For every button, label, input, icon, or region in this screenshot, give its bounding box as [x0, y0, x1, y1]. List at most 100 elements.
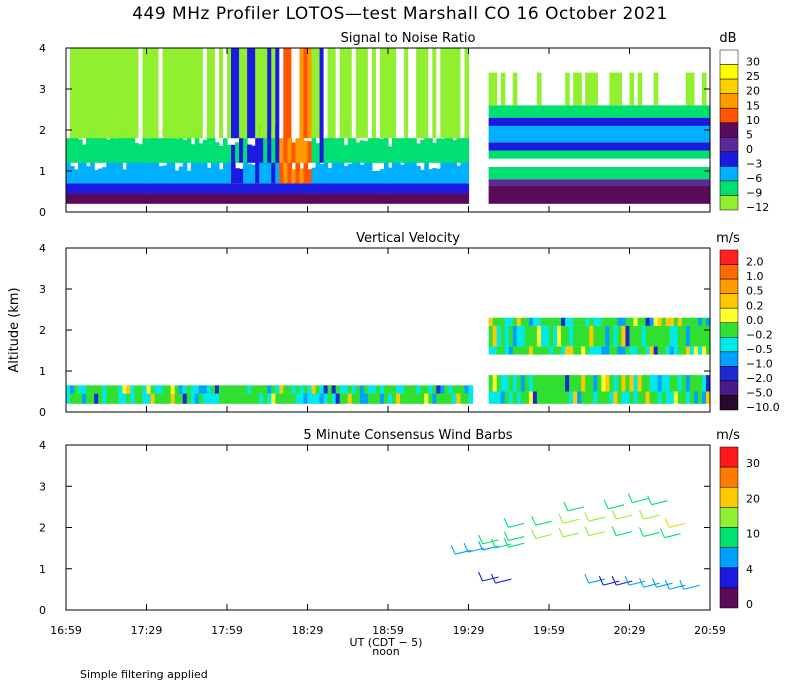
vv-cell	[428, 393, 433, 404]
snr-cell	[235, 142, 240, 163]
vv-cell	[520, 325, 526, 347]
snr-cell	[689, 166, 695, 180]
snr-cell	[319, 183, 325, 194]
snr-cell	[577, 166, 582, 180]
snr-cell	[162, 127, 168, 163]
ytick-label: 1	[39, 563, 46, 576]
snr-cell	[673, 125, 679, 143]
snr-cell	[693, 142, 699, 151]
snr-cell	[649, 142, 655, 151]
snr-cell	[701, 117, 707, 126]
vv-cell	[359, 393, 365, 404]
snr-cell	[549, 150, 554, 159]
snr-cell	[178, 193, 184, 204]
snr-cell	[637, 158, 643, 167]
snr-cell	[669, 150, 675, 159]
ytick-label: 4	[39, 42, 46, 55]
snr-cell	[218, 193, 224, 204]
snr-cell	[613, 158, 619, 167]
snr-cell	[178, 183, 184, 194]
snr-cell	[436, 168, 441, 184]
snr-cell	[685, 125, 691, 143]
snr-cell	[629, 105, 635, 118]
vv-cell	[456, 393, 462, 404]
snr-cell	[661, 158, 667, 167]
vv-cell	[621, 391, 627, 404]
snr-cell	[673, 105, 679, 118]
vv-cell	[186, 385, 192, 394]
snr-cell	[263, 193, 268, 204]
vv-cell	[693, 346, 699, 355]
snr-cell	[701, 142, 707, 151]
snr-cell	[573, 72, 578, 106]
snr-cell	[130, 158, 136, 184]
snr-cell	[243, 193, 248, 204]
colorbar-swatch	[719, 322, 739, 338]
snr-cell	[412, 193, 417, 204]
snr-cell	[444, 48, 449, 139]
snr-cell	[416, 48, 421, 139]
snr-cell	[613, 72, 619, 106]
snr-cell	[585, 179, 590, 186]
snr-cell	[303, 193, 309, 204]
snr-cell	[693, 125, 699, 143]
snr-cell	[291, 183, 297, 194]
snr-cell	[613, 117, 619, 126]
snr-cell	[601, 179, 606, 186]
snr-cell	[291, 48, 297, 139]
snr-cell	[689, 179, 695, 186]
vv-cell	[669, 325, 675, 347]
snr-cell	[665, 105, 671, 118]
vv-cell	[86, 385, 91, 394]
snr-cell	[528, 105, 534, 118]
snr-cell	[379, 169, 385, 184]
snr-cell	[102, 167, 107, 184]
vv-cell	[231, 385, 236, 394]
snr-cell	[561, 150, 566, 159]
snr-cell	[685, 150, 691, 159]
snr-cell	[685, 117, 691, 126]
snr-cell	[637, 185, 643, 204]
snr-cell	[283, 151, 288, 184]
snr-cell	[496, 105, 502, 118]
xtick-label: 18:59	[372, 624, 404, 637]
vv-cell	[553, 317, 558, 326]
snr-cell	[206, 193, 212, 204]
snr-cell	[565, 125, 570, 143]
snr-cell	[516, 179, 522, 186]
vv-cell	[94, 385, 99, 394]
xtick-label: 19:59	[533, 624, 565, 637]
vv-cell	[673, 325, 679, 347]
snr-cell	[649, 105, 655, 118]
snr-cell	[70, 165, 75, 184]
snr-cell	[625, 142, 631, 151]
vv-cell	[597, 391, 602, 404]
snr-cell	[182, 193, 188, 204]
vv-cell	[299, 393, 305, 404]
snr-cell	[267, 150, 272, 184]
vv-cell	[424, 393, 429, 404]
snr-cell	[597, 185, 602, 204]
vv-cell	[508, 317, 514, 326]
wind-barb-shaft	[616, 580, 633, 586]
snr-cell	[625, 179, 631, 186]
vv-cell	[138, 385, 144, 394]
snr-cell	[162, 48, 168, 139]
snr-cell	[202, 48, 208, 139]
wind-barb-shaft	[664, 533, 681, 539]
snr-cell	[235, 193, 240, 204]
snr-cell	[440, 183, 445, 194]
snr-cell	[492, 105, 498, 118]
snr-cell	[621, 117, 627, 126]
vv-cell	[500, 346, 506, 355]
snr-cell	[432, 48, 437, 139]
vv-cell	[496, 391, 502, 404]
snr-cell	[492, 125, 498, 143]
snr-cell	[645, 105, 651, 118]
vv-cell	[689, 346, 695, 355]
snr-cell	[661, 117, 667, 126]
vv-cell	[291, 393, 297, 404]
snr-cell	[94, 193, 99, 204]
snr-cell	[536, 105, 542, 118]
vv-cell	[524, 317, 530, 326]
